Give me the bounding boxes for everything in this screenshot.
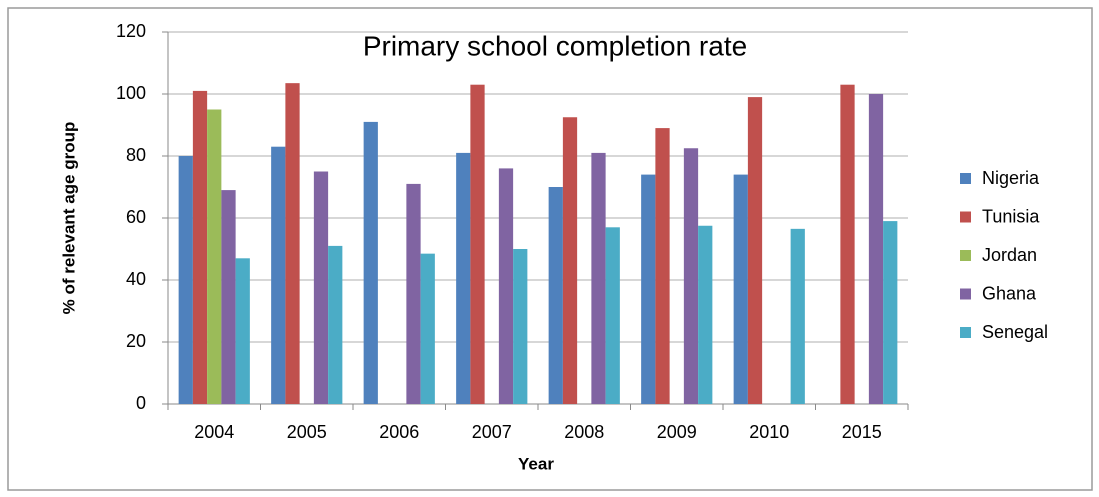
bar	[747, 97, 763, 404]
x-tick-label: 2006	[379, 422, 419, 442]
bar	[178, 156, 193, 404]
legend-label: Jordan	[982, 245, 1037, 265]
x-tick-label: 2007	[472, 422, 512, 442]
bar	[591, 152, 606, 404]
bar	[363, 121, 378, 405]
bar	[548, 187, 563, 404]
bar	[655, 128, 670, 404]
bar	[790, 228, 805, 404]
bar	[271, 146, 286, 404]
legend: Nigeria Tunisia Jordan Ghana Senegal	[960, 168, 1048, 342]
bar	[207, 109, 222, 404]
legend-swatch	[960, 327, 971, 338]
bar	[683, 148, 699, 404]
x-tick-label: 2008	[564, 422, 604, 442]
bar	[313, 171, 329, 404]
y-axis-title: % of relevant age group	[59, 122, 78, 315]
legend-label: Tunisia	[982, 206, 1040, 226]
x-tick-label: 2015	[842, 422, 882, 442]
legend-swatch	[960, 173, 971, 184]
bar	[420, 253, 435, 404]
bar	[456, 152, 471, 404]
chart-frame	[7, 7, 1093, 491]
bar	[698, 225, 713, 404]
y-tick-label: 0	[136, 393, 146, 413]
legend-swatch	[960, 211, 971, 223]
bar	[868, 94, 884, 404]
bar	[221, 190, 236, 404]
bar	[562, 117, 578, 404]
bar	[406, 183, 421, 404]
bar	[883, 221, 898, 404]
x-tick-label: 2009	[657, 422, 697, 442]
bar	[498, 168, 514, 404]
y-tick-label: 20	[126, 331, 146, 351]
y-tick-label: 100	[116, 83, 146, 103]
y-tick-label: 60	[126, 207, 146, 227]
chart-title: Primary school completion rate	[363, 30, 747, 61]
y-tick-label: 40	[126, 269, 146, 289]
legend-swatch	[960, 250, 971, 261]
bar	[192, 90, 208, 405]
y-tick-label: 120	[116, 21, 146, 41]
legend-label: Ghana	[982, 283, 1037, 303]
legend-label: Nigeria	[982, 168, 1040, 188]
bar	[733, 174, 748, 404]
x-tick-label: 2004	[194, 422, 234, 442]
bar	[513, 249, 528, 404]
x-tick-label: 2005	[287, 422, 327, 442]
bar	[840, 84, 855, 404]
bar	[235, 258, 250, 404]
bar	[605, 227, 620, 404]
bar	[328, 245, 343, 404]
legend-label: Senegal	[982, 322, 1048, 342]
legend-swatch	[960, 288, 971, 300]
x-tick-label: 2010	[749, 422, 789, 442]
bar	[285, 83, 300, 405]
y-tick-label: 80	[126, 145, 146, 165]
x-axis-title: Year	[518, 454, 554, 473]
bar	[470, 84, 485, 404]
bar	[641, 174, 656, 404]
